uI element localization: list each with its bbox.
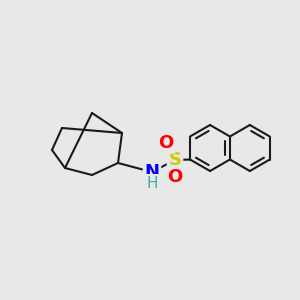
Text: O: O xyxy=(167,168,183,186)
Text: N: N xyxy=(145,163,160,181)
Text: O: O xyxy=(158,134,174,152)
Text: S: S xyxy=(169,151,182,169)
Text: H: H xyxy=(146,176,158,190)
